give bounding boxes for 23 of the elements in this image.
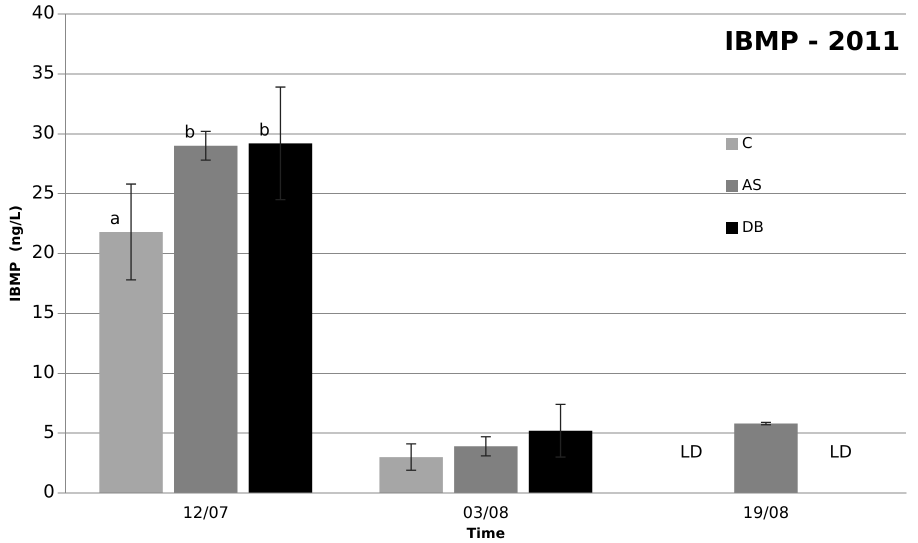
y-tick-label: 30 bbox=[32, 122, 55, 144]
y-tick-label: 35 bbox=[32, 62, 55, 84]
x-axis-title: Time bbox=[466, 526, 506, 542]
y-tick-label: 40 bbox=[32, 2, 55, 24]
data-label: b bbox=[184, 122, 196, 143]
y-tick-label: 20 bbox=[32, 242, 55, 264]
data-label: a bbox=[110, 208, 120, 229]
y-tick-label: 0 bbox=[43, 482, 55, 503]
text: LD bbox=[680, 442, 703, 462]
legend-label: C bbox=[742, 134, 752, 152]
y-tick-label: 5 bbox=[43, 422, 55, 443]
x-tick-label: 12/07 bbox=[182, 502, 229, 522]
y-axis-title: IBMP (ng/L) bbox=[8, 205, 24, 302]
x-tick-label: 03/08 bbox=[462, 502, 509, 522]
y-tick-label: 25 bbox=[32, 182, 55, 204]
text: LD bbox=[829, 442, 852, 462]
y-tick-label: 10 bbox=[32, 362, 55, 383]
legend-label: DB bbox=[742, 218, 764, 236]
data-label: b bbox=[259, 120, 270, 140]
x-tick-label: 19/08 bbox=[742, 502, 790, 522]
y-tick-label: 15 bbox=[32, 302, 55, 324]
text: IBMP - 2011 bbox=[724, 26, 900, 57]
legend-label: AS bbox=[742, 176, 762, 194]
